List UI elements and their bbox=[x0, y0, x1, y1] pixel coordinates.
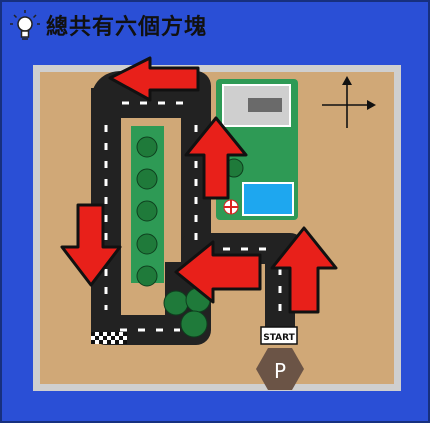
arrow-block-left-lower[interactable] bbox=[174, 240, 262, 304]
median-trees bbox=[136, 136, 158, 287]
checkered-flag-icon bbox=[91, 332, 127, 344]
compass-arrows-icon bbox=[322, 76, 376, 128]
arrow-block-left[interactable] bbox=[108, 56, 200, 102]
tree bbox=[136, 233, 158, 255]
arrow-block-up-top[interactable] bbox=[184, 116, 248, 200]
tree bbox=[136, 265, 158, 287]
tree bbox=[136, 168, 158, 190]
arrow-block-down[interactable] bbox=[60, 203, 122, 287]
beach-umbrella-icon bbox=[223, 199, 239, 215]
start-sign bbox=[260, 326, 298, 345]
arrow-block-up-right[interactable] bbox=[270, 226, 338, 314]
puzzle-title: 總共有六個方塊 bbox=[46, 15, 208, 40]
tree bbox=[136, 136, 158, 158]
building-roof-unit bbox=[248, 98, 282, 112]
swimming-pool bbox=[242, 182, 294, 216]
lightbulb-icon bbox=[10, 10, 40, 40]
parking-hexagon-icon bbox=[256, 348, 304, 390]
start-label: START bbox=[263, 333, 295, 343]
tree bbox=[136, 200, 158, 222]
parking-label: P bbox=[274, 359, 286, 383]
